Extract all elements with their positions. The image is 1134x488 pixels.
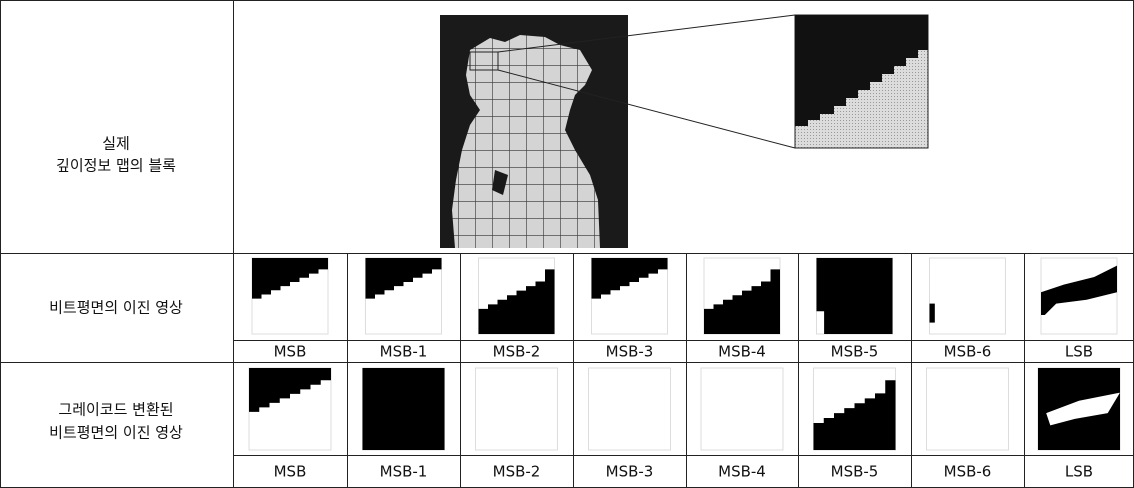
plane-label: MSB-6 bbox=[944, 343, 992, 361]
image-frame bbox=[476, 368, 558, 450]
row-label: 비트평면의 이진 영상 bbox=[49, 424, 183, 442]
plane-label: LSB bbox=[1065, 463, 1093, 481]
plane-label: MSB-3 bbox=[606, 343, 654, 361]
bit-plane-image bbox=[701, 368, 783, 450]
plane-label: LSB bbox=[1065, 343, 1093, 361]
plane-label: MSB-6 bbox=[944, 463, 992, 481]
bit-plane-image bbox=[1041, 258, 1117, 334]
plane-label: MSB-2 bbox=[493, 463, 541, 481]
bit-plane-image bbox=[249, 368, 331, 450]
bit-plane-image bbox=[479, 258, 555, 334]
row-label: 그레이코드 변환된 bbox=[58, 401, 173, 419]
black-region bbox=[930, 304, 935, 323]
black-region bbox=[817, 258, 893, 334]
bit-plane-image bbox=[366, 258, 442, 334]
bit-plane-image bbox=[930, 258, 1006, 334]
plane-label: MSB-1 bbox=[380, 463, 428, 481]
row-label: 깊이정보 맵의 블록 bbox=[56, 157, 176, 175]
bit-plane-image bbox=[592, 258, 668, 334]
row-label: 비트평면의 이진 영상 bbox=[49, 299, 183, 317]
plane-label: MSB-5 bbox=[831, 343, 879, 361]
plane-label: MSB-3 bbox=[606, 463, 654, 481]
black-region bbox=[363, 368, 445, 450]
plane-label: MSB-5 bbox=[831, 463, 879, 481]
bit-plane-image bbox=[363, 368, 445, 450]
bit-plane-image bbox=[252, 258, 328, 334]
image-frame bbox=[701, 368, 783, 450]
bit-plane-image bbox=[817, 258, 893, 334]
zoom-view bbox=[795, 15, 928, 148]
plane-label: MSB-4 bbox=[718, 463, 766, 481]
depth-map bbox=[440, 15, 628, 248]
bit-plane-image bbox=[927, 368, 1009, 450]
plane-label: MSB bbox=[274, 343, 307, 361]
plane-label: MSB-4 bbox=[718, 343, 766, 361]
bit-plane-image bbox=[814, 368, 896, 450]
image-frame bbox=[927, 368, 1009, 450]
figure-table: 실제 깊이정보 맵의 블록 비트평면의 이진 영상 그레이코드 변환된 비트평면… bbox=[0, 0, 1134, 488]
bit-plane-image bbox=[1038, 368, 1120, 450]
plane-label: MSB-2 bbox=[493, 343, 541, 361]
bit-plane-image bbox=[589, 368, 671, 450]
plane-label: MSB-1 bbox=[380, 343, 428, 361]
plane-label: MSB bbox=[274, 463, 307, 481]
bit-plane-image bbox=[476, 368, 558, 450]
row-label: 실제 bbox=[102, 135, 130, 153]
image-frame bbox=[930, 258, 1006, 334]
bit-plane-image bbox=[704, 258, 780, 334]
image-frame bbox=[589, 368, 671, 450]
